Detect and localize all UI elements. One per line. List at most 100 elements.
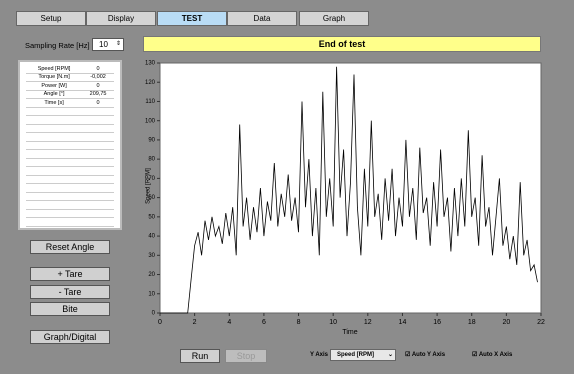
empty-row — [26, 149, 114, 159]
table-cell — [26, 115, 83, 125]
tab[interactable]: Display — [86, 11, 156, 26]
table-row: Power [W] 0 — [26, 81, 114, 91]
table-cell — [26, 107, 83, 116]
table-cell — [82, 166, 114, 176]
table-cell — [82, 158, 114, 167]
x-tick-label: 8 — [297, 319, 301, 326]
sampling-label: Sampling Rate [Hz] — [25, 41, 90, 50]
table-cell — [82, 107, 114, 116]
table-cell — [26, 158, 83, 167]
y-tick-label: 80 — [148, 157, 155, 163]
table-cell: 0 — [82, 98, 114, 108]
dropdown-value: Speed [RPM] — [337, 352, 375, 358]
y-tick-label: 0 — [152, 311, 156, 317]
empty-row — [26, 132, 114, 142]
checkbox[interactable]: ☑ Auto Y Axis — [405, 352, 446, 358]
empty-row — [26, 124, 114, 133]
table-cell: Time [s] — [26, 98, 83, 108]
spinner[interactable]: ⇕ — [115, 41, 121, 47]
x-tick-label: 14 — [399, 319, 407, 326]
checkbox-label: Auto X Axis — [478, 352, 513, 358]
table: Speed [RPM] 0 Torque [N.m] -0,002 Power [W] 0… — [26, 65, 114, 227]
checkbox[interactable]: ☑ Auto X Axis — [472, 352, 513, 358]
button[interactable]: Reset Angle — [30, 240, 110, 254]
empty-row — [26, 158, 114, 167]
button[interactable]: Run — [180, 349, 220, 363]
y-tick-label: 70 — [148, 176, 155, 182]
y-axis-label: Y Axis — [310, 352, 329, 358]
empty-row — [26, 200, 114, 210]
chart: Speed [RPM] Time 0 10 20 30 40 50 60 70 80 90 100 1… — [145, 61, 545, 336]
table-cell — [82, 115, 114, 125]
y-tick-label: 110 — [145, 99, 155, 105]
table-row: Speed [RPM] 0 — [26, 65, 114, 74]
table-cell — [82, 132, 114, 142]
table-cell — [26, 124, 83, 133]
sampling-input[interactable]: 10 ⇕ — [92, 38, 124, 51]
table-cell — [26, 192, 83, 201]
empty-row — [26, 141, 114, 150]
y-tick-label: 40 — [148, 234, 155, 240]
table-cell — [82, 217, 114, 227]
button[interactable]: Graph/Digital — [30, 330, 110, 344]
x-axis-title: Time — [342, 329, 357, 336]
table-row: Angle [°] 209,75 — [26, 90, 114, 99]
button[interactable]: Stop — [225, 349, 267, 363]
table-cell — [82, 124, 114, 133]
tab[interactable]: Data — [227, 11, 297, 26]
x-tick-label: 20 — [502, 319, 510, 326]
table-cell: Angle [°] — [26, 90, 83, 99]
empty-row — [26, 217, 114, 227]
button[interactable]: Bite — [30, 302, 110, 316]
y-tick-label: 10 — [148, 291, 155, 297]
tab[interactable]: Graph — [299, 11, 369, 26]
checkbox-label: Auto Y Axis — [411, 352, 446, 358]
y-axis-title: Speed [RPM] — [146, 168, 152, 204]
x-tick-label: 4 — [227, 319, 231, 326]
dropdown[interactable]: Speed [RPM] ⌄ — [330, 349, 396, 361]
x-tick-label: 10 — [329, 319, 337, 326]
status-banner: End of test — [143, 36, 541, 52]
table-cell: Torque [N.m] — [26, 73, 83, 82]
empty-row — [26, 115, 114, 125]
y-tick-label: 30 — [148, 253, 155, 259]
x-tick-label: 2 — [193, 319, 197, 326]
table-cell — [26, 200, 83, 210]
data-line — [160, 66, 538, 314]
table-cell — [82, 183, 114, 193]
table-cell: 0 — [82, 65, 114, 74]
y-tick-label: 60 — [148, 195, 155, 201]
table-cell — [82, 200, 114, 210]
empty-row — [26, 175, 114, 184]
y-tick-label: 130 — [145, 61, 156, 67]
button[interactable]: - Tare — [30, 285, 110, 299]
x-tick-label: 22 — [537, 319, 545, 326]
table-cell: 209,75 — [82, 90, 114, 99]
table-cell — [26, 217, 83, 227]
table-cell — [82, 175, 114, 184]
tab[interactable]: Setup — [16, 11, 86, 26]
table-cell: Speed [RPM] — [26, 65, 83, 74]
table-cell — [82, 192, 114, 201]
tab[interactable]: TEST — [157, 11, 227, 26]
empty-row — [26, 166, 114, 176]
empty-row — [26, 107, 114, 116]
y-tick-label: 100 — [145, 118, 156, 124]
y-tick-label: 90 — [148, 138, 155, 144]
table-cell: 0 — [82, 81, 114, 91]
x-tick-label: 16 — [433, 319, 441, 326]
empty-row — [26, 183, 114, 193]
table-cell: Power [W] — [26, 81, 83, 91]
y-tick-label: 50 — [148, 214, 155, 220]
table-cell — [26, 183, 83, 193]
readings-table: Speed [RPM] 0 Torque [N.m] -0,002 Power [W] 0… — [18, 60, 122, 230]
sampling-value: 10 — [99, 40, 108, 49]
y-tick-label: 120 — [145, 80, 156, 86]
table-cell — [26, 166, 83, 176]
table-cell: -0,002 — [82, 73, 114, 82]
x-tick-label: 18 — [468, 319, 476, 326]
table-row: Time [s] 0 — [26, 98, 114, 108]
empty-row — [26, 209, 114, 218]
button[interactable]: + Tare — [30, 267, 110, 281]
